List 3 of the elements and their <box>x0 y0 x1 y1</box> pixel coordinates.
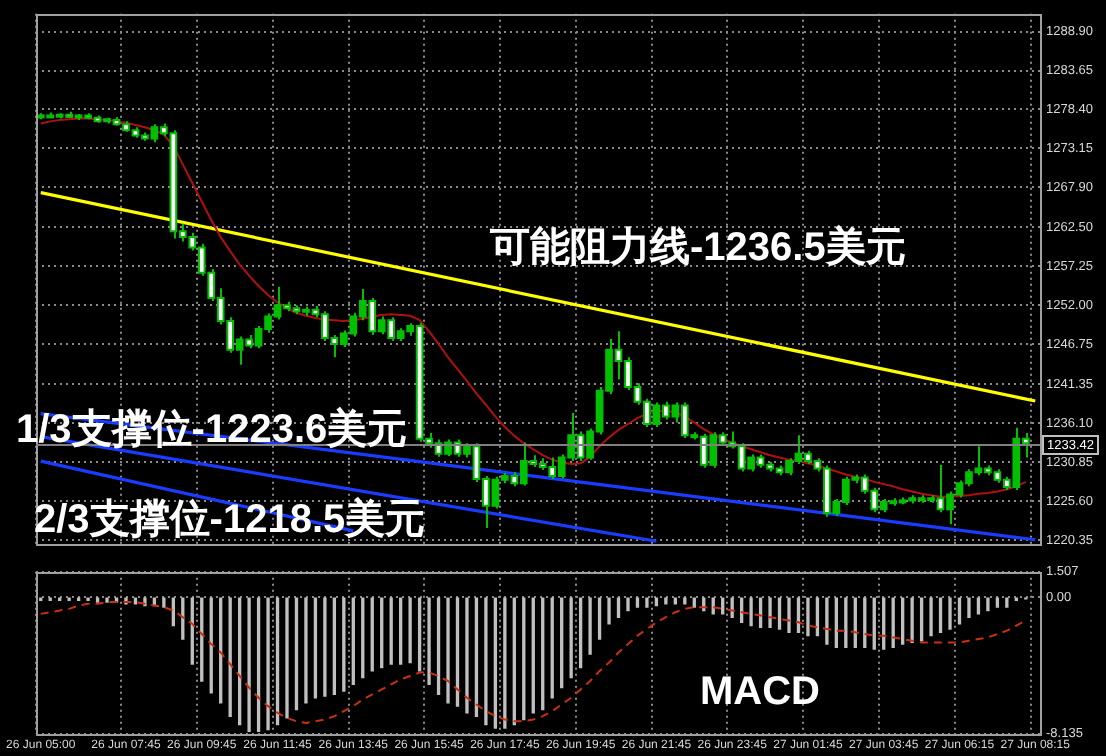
annotation: MACD <box>700 670 820 714</box>
line-series <box>39 601 1027 724</box>
annotation: 可能阻力线-1236.5美元 <box>488 224 906 270</box>
